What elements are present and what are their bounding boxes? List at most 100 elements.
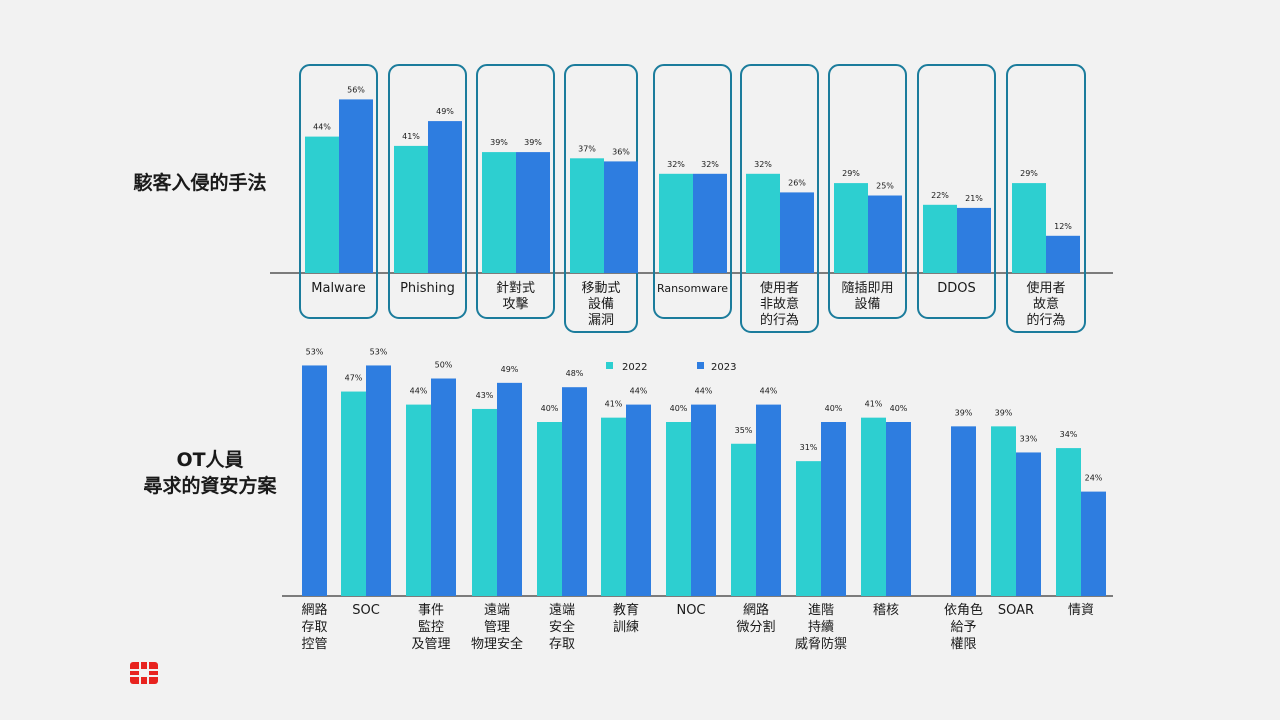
- bar-2022: [601, 417, 626, 596]
- bar-2023: [1046, 235, 1080, 273]
- data-label: 44%: [313, 123, 331, 132]
- category-label: 及管理: [411, 637, 450, 652]
- data-label: 25%: [876, 182, 894, 191]
- bar-2023: [604, 161, 638, 273]
- data-label: 26%: [788, 178, 806, 187]
- category-label: 使用者: [1026, 280, 1065, 296]
- category-label: 持續: [808, 620, 834, 635]
- bar-2023: [780, 192, 814, 273]
- category-label: 微分割: [736, 619, 775, 635]
- data-label: 39%: [955, 408, 973, 417]
- data-label: 31%: [800, 443, 818, 452]
- category-label: 訓練: [613, 619, 639, 635]
- bar-2022: [731, 443, 756, 596]
- bar-2022: [305, 136, 339, 273]
- category-label: 網路: [301, 602, 327, 618]
- category-label: 移動式: [581, 281, 620, 296]
- category-label: 稽核: [873, 603, 899, 618]
- data-label: 39%: [995, 408, 1013, 417]
- data-label: 47%: [345, 374, 363, 383]
- category-label: 管理: [484, 620, 510, 635]
- bar-2023: [821, 422, 846, 596]
- bar-2023: [428, 121, 462, 273]
- bar-2023: [1081, 491, 1106, 596]
- category-highlight-box: [299, 64, 378, 319]
- bar-2023: [693, 173, 727, 273]
- category-label: Ransomware: [657, 282, 728, 295]
- data-label: 29%: [1020, 169, 1038, 178]
- legend-swatch-2022: [606, 362, 613, 369]
- category-label: 存取: [549, 637, 575, 652]
- bar-2023: [302, 365, 327, 596]
- category-label: 威脅防禦: [795, 636, 847, 652]
- bar-2022: [482, 152, 516, 273]
- category-label: 隨插即用: [841, 281, 893, 296]
- category-highlight-box: [1006, 64, 1086, 333]
- bar-2022: [537, 422, 562, 596]
- data-label: 32%: [754, 160, 772, 169]
- bar-2023: [339, 99, 373, 274]
- category-label: 依角色: [944, 602, 983, 618]
- data-label: 44%: [760, 387, 778, 396]
- bar-2023: [516, 152, 550, 273]
- bar-2022: [746, 173, 780, 273]
- data-label: 44%: [630, 387, 648, 396]
- bar-2023: [691, 404, 716, 596]
- category-label: 進階: [808, 603, 834, 618]
- category-label: 的行為: [760, 312, 799, 328]
- bar-2023: [1016, 452, 1041, 596]
- category-label: 漏洞: [588, 312, 614, 328]
- category-label: DDOS: [937, 281, 976, 296]
- data-label: 40%: [890, 404, 908, 413]
- data-label: 37%: [578, 144, 596, 153]
- category-label: 監控: [418, 619, 444, 635]
- bar-2023: [951, 426, 976, 596]
- bar-2022: [570, 158, 604, 273]
- category-label: 存取: [301, 620, 327, 635]
- category-label: 針對式: [496, 281, 535, 296]
- category-highlight-box: [476, 64, 555, 319]
- data-label: 53%: [306, 347, 324, 356]
- bar-2023: [431, 378, 456, 596]
- data-label: 22%: [931, 191, 949, 200]
- category-highlight-box: [388, 64, 467, 319]
- category-label: 情資: [1068, 603, 1094, 618]
- category-label: 使用者: [760, 280, 799, 296]
- section-title-security-solutions: OT人員 尋求的資安方案: [110, 447, 310, 499]
- category-label: 控管: [301, 637, 327, 652]
- category-label: 安全: [549, 619, 575, 635]
- data-label: 50%: [435, 361, 453, 370]
- data-label: 39%: [490, 138, 508, 147]
- category-label: Malware: [311, 281, 365, 296]
- bar-2022: [834, 183, 868, 273]
- data-label: 36%: [612, 147, 630, 156]
- bar-2023: [886, 422, 911, 596]
- data-label: 40%: [541, 404, 559, 413]
- bar-2022: [991, 426, 1016, 596]
- data-label: 41%: [402, 132, 420, 141]
- data-label: 48%: [566, 369, 584, 378]
- category-label: 故意: [1033, 296, 1059, 312]
- data-label: 41%: [865, 400, 883, 409]
- bar-2022: [923, 204, 957, 273]
- data-label: 21%: [965, 194, 983, 203]
- data-label: 12%: [1054, 222, 1072, 231]
- bar-2023: [497, 382, 522, 596]
- bar-2023: [562, 387, 587, 596]
- category-label: SOC: [352, 603, 380, 618]
- bar-2023: [756, 404, 781, 596]
- data-label: 32%: [701, 160, 719, 169]
- section-title-attack-methods: 駭客入侵的手法: [133, 172, 267, 194]
- category-label: 網路: [743, 602, 769, 618]
- bar-2022: [394, 145, 428, 273]
- category-label: 遠端: [549, 603, 575, 618]
- bar-2023: [366, 365, 391, 596]
- legend-label-2023: 2023: [711, 362, 736, 373]
- category-label: SOAR: [998, 603, 1034, 618]
- category-label: 給予: [950, 620, 976, 635]
- bar-2023: [626, 404, 651, 596]
- data-label: 40%: [670, 404, 688, 413]
- category-label: 非故意: [760, 296, 799, 312]
- category-highlight-box: [653, 64, 732, 319]
